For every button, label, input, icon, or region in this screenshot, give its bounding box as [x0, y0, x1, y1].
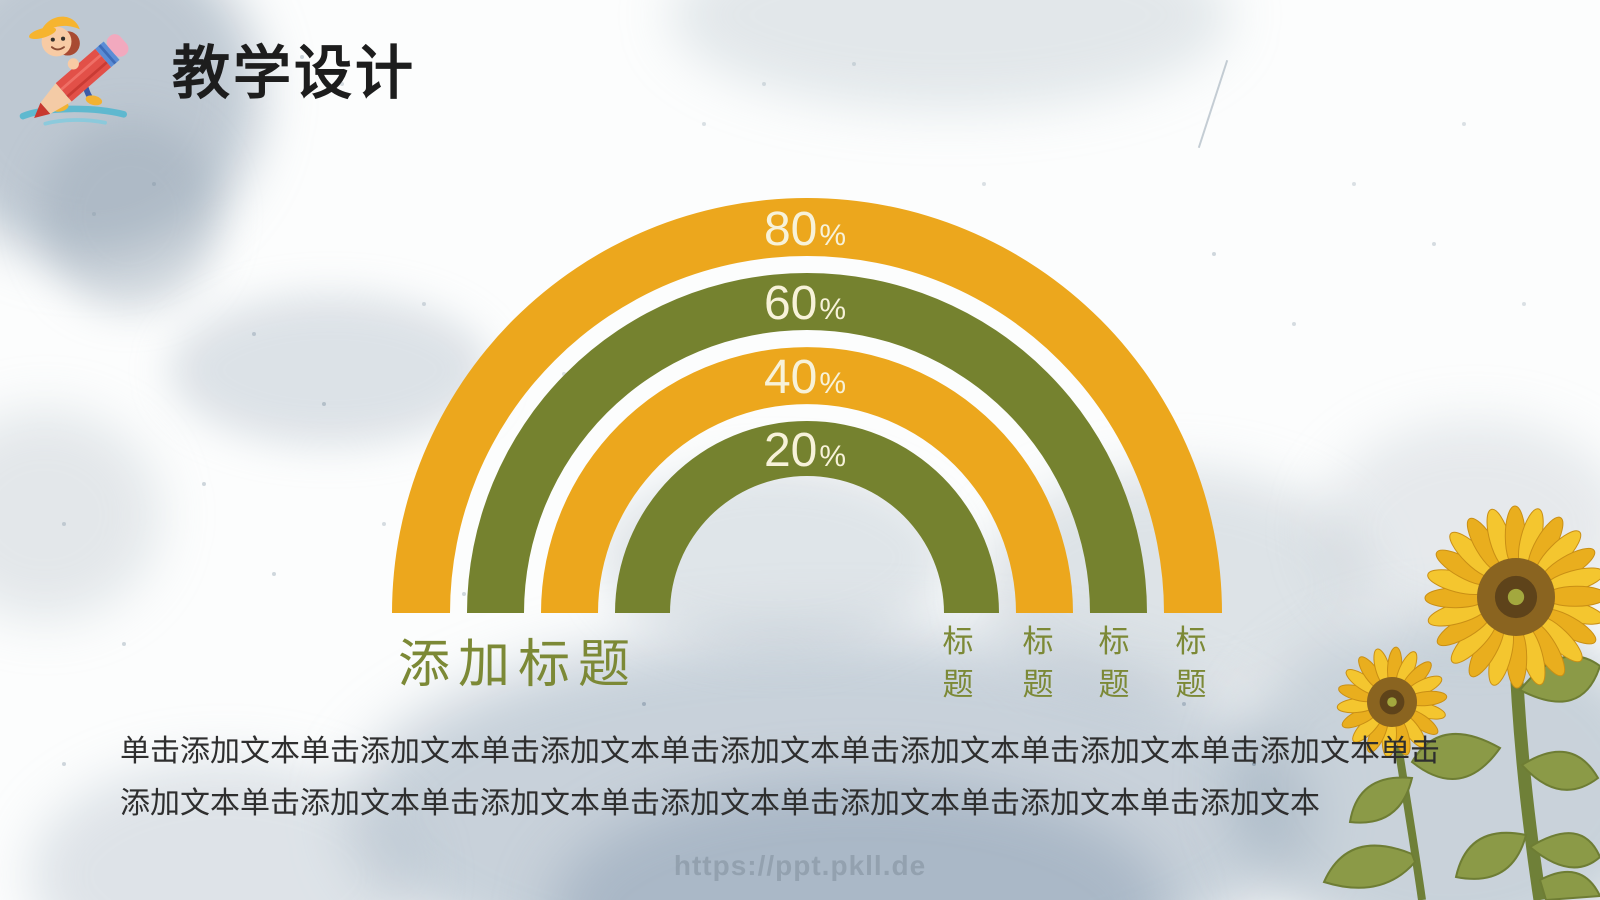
watermark-url: https://ppt.pkll.de	[673, 850, 927, 881]
ring-end-label: 标题	[1098, 624, 1130, 702]
ring-percent-label: 80%	[764, 202, 846, 258]
watercolor-wash	[600, 465, 950, 650]
body-text-placeholder: 单击添加文本单击添加文本单击添加文本单击添加文本单击添加文本单击添加文本单击添加…	[120, 726, 1450, 830]
chart-left-caption: 添加标题	[398, 636, 639, 694]
percent-sign: %	[819, 440, 847, 474]
watercolor-wash	[0, 410, 160, 620]
body-text-line: 添加文本单击添加文本单击添加文本单击添加文本单击添加文本单击添加文本单击添加文本	[120, 787, 1320, 820]
ring-end-label: 标题	[1175, 624, 1207, 702]
watercolor-wash	[40, 120, 220, 310]
ring-end-label: 标题	[1022, 624, 1054, 702]
percent-sign: %	[819, 367, 847, 401]
watercolor-swoosh	[19, 105, 127, 120]
ring-percent-label: 40%	[764, 350, 846, 406]
ring-percent-value: 60	[763, 277, 818, 331]
ring-percent-value: 20	[763, 424, 818, 478]
pencil-scratch-mark	[1197, 59, 1229, 149]
ring-percent-value: 40	[763, 351, 818, 405]
ring-end-label: 标题	[942, 624, 974, 702]
pencil-boy-illustration	[19, 16, 129, 126]
ring-percent-label: 60%	[764, 276, 846, 332]
big-pencil	[34, 34, 129, 119]
ring-percent-label: 20%	[764, 423, 846, 479]
watercolor-wash	[170, 295, 490, 445]
watercolor-speckles	[0, 0, 4, 4]
slide-title: 教学设计	[172, 41, 417, 106]
percent-sign: %	[819, 218, 847, 252]
ring-percent-value: 80	[763, 202, 818, 256]
watercolor-wash	[670, 0, 1230, 110]
body-text-line: 单击添加文本单击添加文本单击添加文本单击添加文本单击添加文本单击添加文本单击添加…	[120, 735, 1440, 768]
percent-sign: %	[819, 293, 847, 327]
